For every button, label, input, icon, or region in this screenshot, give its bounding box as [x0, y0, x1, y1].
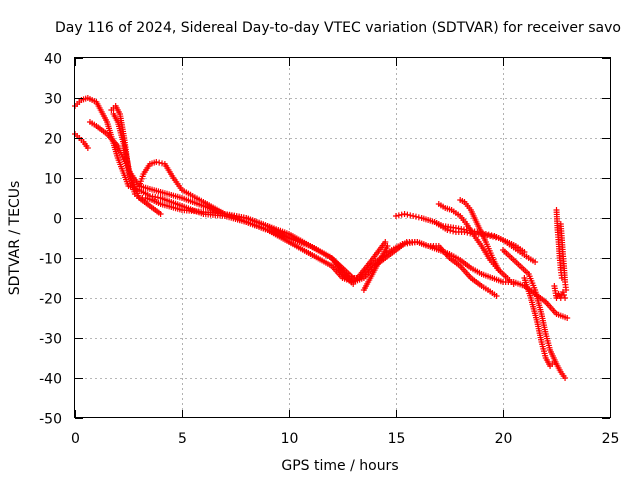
- data-point: [559, 289, 566, 295]
- data-point: [560, 292, 567, 298]
- data-point: [382, 239, 389, 245]
- data-point: [156, 159, 163, 166]
- data-point: [562, 295, 569, 301]
- data-point: [84, 145, 91, 151]
- data-point: [407, 212, 414, 219]
- data-point: [487, 233, 494, 239]
- data-point: [401, 211, 408, 217]
- series-track-8: [360, 243, 391, 293]
- y-axis-tick-labels: 40 30 20 10 0 -10 -20 -30 -40 -50: [39, 52, 62, 428]
- data-point: [159, 160, 166, 167]
- data-point: [532, 259, 539, 265]
- data-point: [510, 281, 517, 287]
- data-point: [404, 211, 411, 218]
- data-point: [157, 211, 164, 217]
- x-tick-label: 5: [178, 431, 187, 447]
- data-point: [412, 213, 419, 220]
- x-tick-label: 10: [281, 431, 299, 447]
- data-point: [415, 214, 422, 221]
- data-point: [492, 234, 499, 241]
- series-track-11: [435, 201, 517, 287]
- x-axis-tick-labels: 0 5 10 15 20 25: [71, 431, 619, 447]
- y-tick-label: 30: [44, 92, 62, 108]
- data-point: [493, 293, 500, 299]
- y-tick-label: -50: [39, 412, 62, 428]
- data-point: [563, 287, 570, 293]
- data-point: [562, 375, 569, 381]
- plot-frame: [74, 57, 611, 418]
- data-point: [484, 232, 491, 239]
- y-tick-label: 10: [44, 172, 62, 188]
- x-axis-label: GPS time / hours: [281, 458, 398, 474]
- data-point: [450, 228, 457, 235]
- data-point: [398, 211, 405, 218]
- chart-title: Day 116 of 2024, Sidereal Day-to-day VTE…: [55, 20, 621, 36]
- data-point: [447, 227, 454, 234]
- data-point: [395, 212, 402, 219]
- x-tick-label: 15: [388, 431, 406, 447]
- x-tick-label: 0: [71, 431, 80, 447]
- series-track-14: [521, 275, 558, 369]
- data-point: [564, 315, 571, 321]
- y-tick-label: 20: [44, 132, 62, 148]
- data-point: [521, 249, 528, 255]
- y-tick-label: -10: [39, 252, 62, 268]
- series-track-15: [551, 283, 569, 301]
- y-tick-label: -40: [39, 372, 62, 388]
- data-points: [72, 95, 571, 381]
- data-point: [410, 213, 417, 219]
- series-track-17: [557, 221, 570, 293]
- y-tick-label: -30: [39, 332, 62, 348]
- y-axis-label: SDTVAR / TECUs: [7, 181, 23, 296]
- data-point: [495, 267, 502, 273]
- x-tick-label: 20: [495, 431, 513, 447]
- series-track-7: [339, 239, 571, 321]
- data-point: [393, 213, 399, 219]
- data-point: [384, 243, 391, 249]
- series-track-5: [110, 111, 164, 217]
- y-tick-label: -20: [39, 292, 62, 308]
- data-point: [461, 229, 468, 235]
- axis-ticks: [75, 58, 611, 419]
- y-tick-label: 40: [44, 52, 62, 68]
- gridlines: [75, 58, 610, 418]
- x-tick-label: 25: [602, 431, 620, 447]
- series-track-12: [457, 197, 502, 273]
- data-point: [464, 229, 471, 236]
- data-point: [490, 233, 497, 240]
- y-tick-label: 0: [53, 212, 62, 228]
- data-point: [444, 227, 451, 233]
- series-track-13: [500, 247, 569, 381]
- data-point: [153, 159, 160, 165]
- data-point: [551, 359, 558, 365]
